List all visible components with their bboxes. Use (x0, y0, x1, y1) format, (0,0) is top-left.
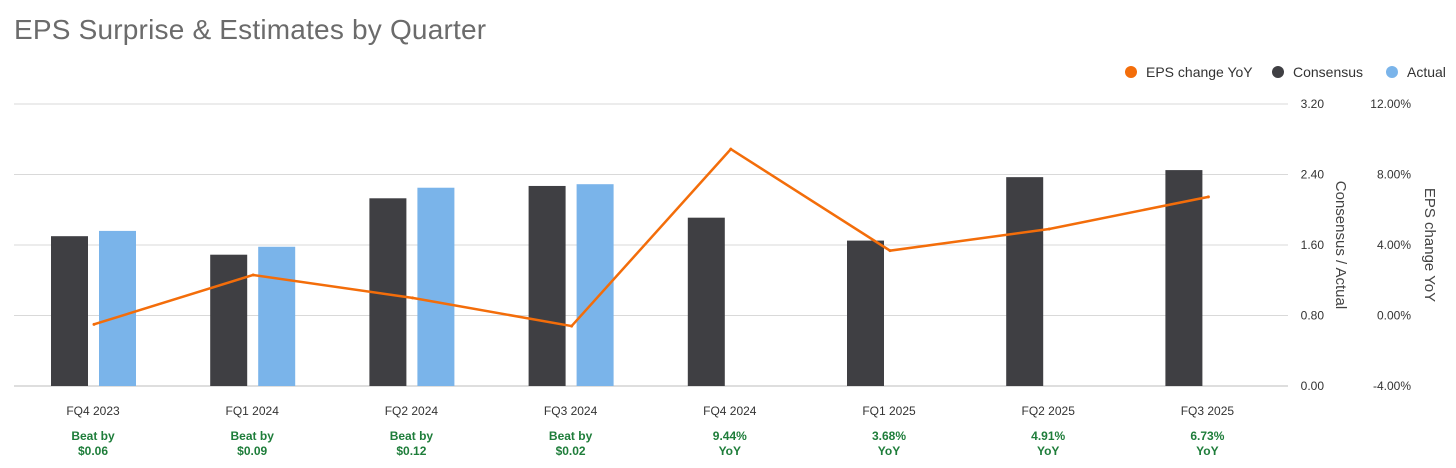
bar-consensus (847, 240, 884, 386)
annotation-line2: YoY (1196, 444, 1218, 458)
annotation-line1: 3.68% (872, 429, 906, 443)
eps-change-point (1047, 227, 1051, 231)
right-axis-tick: 4.00% (1377, 238, 1411, 252)
annotation-line2: $0.06 (78, 444, 108, 458)
x-tick-label: FQ2 2025 (1022, 404, 1076, 418)
eps-change-point (570, 324, 574, 328)
eps-change-point (251, 273, 255, 277)
eps-change-point (410, 296, 414, 300)
left-axis-tick: 3.20 (1301, 97, 1325, 111)
bar-consensus (210, 254, 248, 386)
eps-change-point (1206, 195, 1210, 199)
bar-actual (258, 246, 296, 386)
left-axis-tick: 0.80 (1301, 309, 1325, 323)
left-axis-tick: 1.60 (1301, 238, 1325, 252)
annotation-line1: 6.73% (1190, 429, 1224, 443)
eps-change-line (93, 147, 1209, 328)
annotation-line1: 4.91% (1031, 429, 1065, 443)
chart-title: EPS Surprise & Estimates by Quarter (14, 14, 487, 45)
eps-change-point (888, 249, 892, 253)
x-tick-label: FQ2 2024 (385, 404, 439, 418)
annotation-line2: YoY (719, 444, 741, 458)
annotation-line1: Beat by (549, 429, 593, 443)
bar-consensus (1006, 177, 1044, 386)
x-tick-label: FQ4 2024 (703, 404, 757, 418)
x-tick-label: FQ3 2024 (544, 404, 598, 418)
annotation-line2: $0.12 (396, 444, 426, 458)
legend-marker (1386, 66, 1398, 78)
right-axis-tick: 0.00% (1377, 309, 1411, 323)
annotation-line1: Beat by (71, 429, 115, 443)
legend-marker (1272, 66, 1284, 78)
eps-change-point (729, 147, 733, 151)
annotation-line2: YoY (1037, 444, 1059, 458)
left-axis-tick: 2.40 (1301, 168, 1325, 182)
annotation-line2: $0.09 (237, 444, 267, 458)
left-axis-tick: 0.00 (1301, 379, 1325, 393)
x-tick-label: FQ1 2025 (862, 404, 916, 418)
bar-actual (417, 187, 455, 386)
annotation-line1: Beat by (390, 429, 434, 443)
bar-consensus (51, 236, 88, 386)
x-tick-label: FQ1 2024 (226, 404, 280, 418)
bar-consensus (1165, 170, 1203, 386)
legend-label: Actual (1407, 64, 1446, 80)
right-axis-tick: 12.00% (1370, 97, 1411, 111)
right-axis-title: EPS change YoY (1421, 188, 1438, 302)
legend-label: Consensus (1293, 64, 1363, 80)
annotation-line2: $0.02 (556, 444, 586, 458)
legend-label: EPS change YoY (1146, 64, 1253, 80)
right-axis-tick: -4.00% (1373, 379, 1411, 393)
eps-change-point (92, 322, 96, 326)
x-tick-label: FQ4 2023 (66, 404, 120, 418)
annotation-line1: Beat by (231, 429, 275, 443)
annotation-line2: YoY (878, 444, 900, 458)
bar-actual (99, 230, 136, 386)
bar-consensus (528, 185, 566, 386)
annotation-line1: 9.44% (713, 429, 747, 443)
x-tick-label: FQ3 2025 (1181, 404, 1235, 418)
legend-marker (1125, 66, 1137, 78)
right-axis-tick: 8.00% (1377, 168, 1411, 182)
bar-consensus (687, 217, 725, 386)
left-axis-title: Consensus / Actual (1332, 181, 1349, 309)
